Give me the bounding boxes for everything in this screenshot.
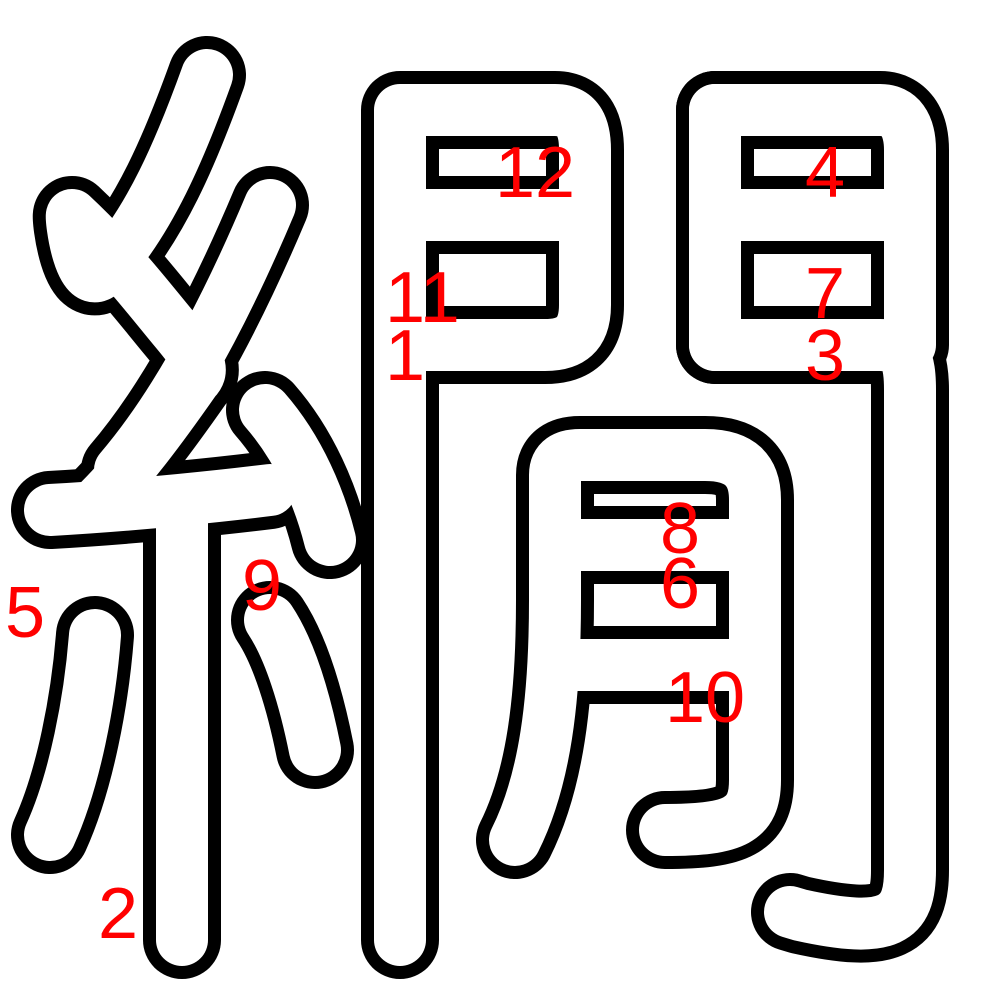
stroke-number-labels: 1 2 3 4 5 6 7 8 9 10 11 12 <box>5 133 845 954</box>
stroke-number-12: 12 <box>495 133 575 213</box>
stroke-number-7: 7 <box>805 254 845 334</box>
stroke-number-2: 2 <box>98 874 138 954</box>
stroke-number-9: 9 <box>242 546 282 626</box>
stroke-number-10: 10 <box>665 658 745 738</box>
stroke-number-5: 5 <box>5 573 45 653</box>
stroke-number-4: 4 <box>805 133 845 213</box>
stroke-number-11: 11 <box>385 258 460 338</box>
stroke-number-3: 3 <box>805 316 845 396</box>
stroke-number-1: 1 <box>385 316 425 396</box>
stroke-number-6: 6 <box>660 544 700 624</box>
stroke-number-8: 8 <box>660 489 700 569</box>
character-fill <box>24 49 936 966</box>
